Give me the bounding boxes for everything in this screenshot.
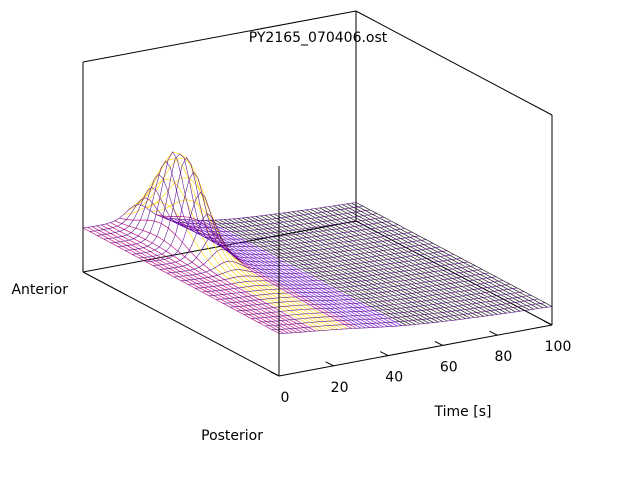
mesh-line — [187, 257, 462, 285]
box-edge — [82, 10, 357, 63]
chart-title: PY2165_070406.ost — [249, 30, 388, 46]
x-tick-mark — [379, 351, 389, 357]
x-tick-label: 80 — [494, 349, 512, 365]
mesh-line — [96, 186, 371, 236]
mesh-line — [250, 291, 525, 319]
mesh-line — [264, 298, 539, 327]
x-tick-mark — [434, 340, 444, 346]
x-tick-label: 40 — [385, 370, 403, 386]
mesh-line — [103, 173, 378, 240]
x-axis-ticks: 0 20 40 60 80 100 — [270, 320, 572, 406]
mesh-line — [159, 233, 434, 270]
mesh-line — [201, 265, 476, 293]
box-edge — [278, 324, 553, 377]
mesh-line — [124, 153, 399, 251]
mesh-line — [271, 302, 546, 330]
mesh-line — [138, 171, 413, 259]
x-tick-mark — [325, 361, 334, 367]
mesh-line — [173, 250, 448, 278]
x-tick-mark — [489, 330, 498, 336]
x-tick-mark — [270, 371, 280, 377]
x-tick-label: 20 — [331, 380, 349, 396]
mesh-line — [89, 197, 364, 232]
surface-mesh — [82, 151, 553, 334]
x-tick-mark — [543, 320, 553, 326]
mesh-line — [166, 246, 441, 274]
mesh-line — [257, 295, 532, 323]
mesh-line — [110, 160, 385, 244]
mesh-line — [82, 202, 357, 229]
mesh-line — [180, 254, 455, 281]
mesh-line — [278, 306, 553, 334]
y-axis-label-front: Posterior — [201, 428, 263, 444]
mesh-line — [215, 272, 490, 300]
mesh-line — [152, 213, 427, 266]
box-edge — [82, 220, 357, 273]
x-tick-label: 100 — [545, 339, 572, 355]
mesh-line — [194, 261, 469, 289]
mesh-line — [229, 280, 504, 308]
x-tick-label: 60 — [440, 359, 458, 375]
y-axis-label-back: Anterior — [11, 282, 68, 298]
mesh-line — [243, 287, 518, 315]
plot-box-front — [82, 115, 553, 377]
mesh-line — [236, 283, 511, 312]
mesh-line — [208, 269, 483, 297]
mesh-line — [145, 191, 420, 263]
mesh-line — [222, 276, 497, 304]
box-edge — [355, 10, 553, 116]
mesh-line — [117, 151, 392, 247]
mesh-line — [131, 157, 406, 255]
box-edge — [82, 271, 280, 377]
x-tick-label: 0 — [281, 390, 290, 406]
x-axis-title: Time [s] — [434, 404, 492, 420]
